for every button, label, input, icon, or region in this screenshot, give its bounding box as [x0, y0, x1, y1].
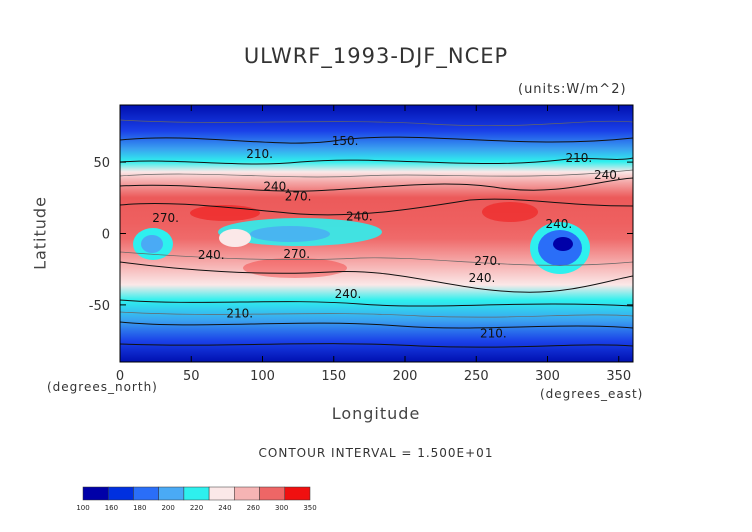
colorbar-swatch — [107, 486, 134, 501]
contour-label: 270. — [285, 190, 312, 204]
y-tick-label: 50 — [93, 156, 110, 171]
colorbar-tick-label: 300 — [275, 504, 288, 512]
colorbar-tick-label: 240 — [218, 504, 231, 512]
contour-label: 210. — [226, 307, 253, 321]
colorbar-tick-label: 260 — [247, 504, 260, 512]
plot-area — [120, 105, 633, 362]
contour-label: 240. — [346, 210, 373, 224]
colorbar-swatch — [82, 486, 109, 501]
america-convection-core — [553, 237, 573, 251]
colorbar-tick-label: 160 — [105, 504, 118, 512]
colorbar-swatch — [158, 486, 185, 501]
maritime-gap-region — [219, 229, 251, 247]
contour-label: 240. — [469, 271, 496, 285]
contour-label: 240. — [198, 248, 225, 262]
colorbar-tick-label: 180 — [133, 504, 146, 512]
maritime-continent-core — [250, 226, 330, 242]
colorbar-swatch — [259, 486, 286, 501]
y-tick-label: 0 — [102, 228, 110, 243]
contour-label: 240. — [546, 217, 573, 231]
x-axis-label: Longitude — [331, 404, 421, 423]
contour-label: 210. — [246, 147, 273, 161]
thin-contour-lines — [120, 119, 633, 318]
colorbar: 100 160 180 200 220 240 260 300 350 — [76, 486, 317, 512]
x-tick-label: 200 — [393, 369, 418, 384]
contour-label: 270. — [474, 254, 501, 268]
contour-interval-note: CONTOUR INTERVAL = 1.500E+01 — [258, 446, 494, 460]
y-axis: -50 0 50 — [89, 156, 633, 314]
y-tick-label: -50 — [89, 299, 110, 314]
contour-lines — [120, 136, 633, 348]
atlantic-subtropical-high — [482, 202, 538, 222]
contour-label: 210. — [480, 327, 507, 341]
africa-convection-core — [141, 235, 163, 253]
x-tick-label: 300 — [535, 369, 560, 384]
x-tick-label: 0 — [116, 369, 124, 384]
colorbar-tick-label: 350 — [303, 504, 316, 512]
contour-label: 270. — [283, 247, 310, 261]
colorbar-swatch — [183, 486, 210, 501]
y-axis-unit: (degrees_north) — [47, 380, 158, 394]
x-axis-unit: (degrees_east) — [540, 387, 644, 401]
x-tick-label: 100 — [250, 369, 275, 384]
chart-title: ULWRF_1993-DJF_NCEP — [243, 44, 509, 68]
subtropical-high-south — [243, 258, 347, 278]
y-axis-label: Latitude — [30, 196, 50, 270]
units-label: (units:W/m^2) — [518, 82, 627, 97]
colorbar-tick-label: 200 — [161, 504, 174, 512]
colorbar-swatch — [234, 486, 260, 501]
colorbar-swatch — [208, 486, 235, 501]
colorbar-swatch — [133, 486, 159, 501]
contour-label: 270. — [152, 211, 179, 225]
x-tick-label: 150 — [321, 369, 346, 384]
x-tick-label: 250 — [464, 369, 489, 384]
x-axis: 0 50 100 150 200 250 300 350 — [116, 105, 631, 384]
contour-label: 150. — [332, 134, 359, 148]
contour-label: 240. — [263, 180, 290, 194]
contour-labels: 150.210. 210.240.240.270.270. 240.240.240.… — [152, 134, 620, 341]
x-tick-label: 50 — [183, 369, 200, 384]
colorbar-tick-label: 220 — [190, 504, 203, 512]
x-tick-label: 350 — [606, 369, 631, 384]
colorbar-swatch — [284, 486, 311, 501]
contour-label: 240. — [594, 168, 621, 182]
contour-label: 210. — [565, 151, 592, 165]
contour-label: 240. — [335, 287, 362, 301]
colorbar-tick-label: 100 — [76, 504, 89, 512]
